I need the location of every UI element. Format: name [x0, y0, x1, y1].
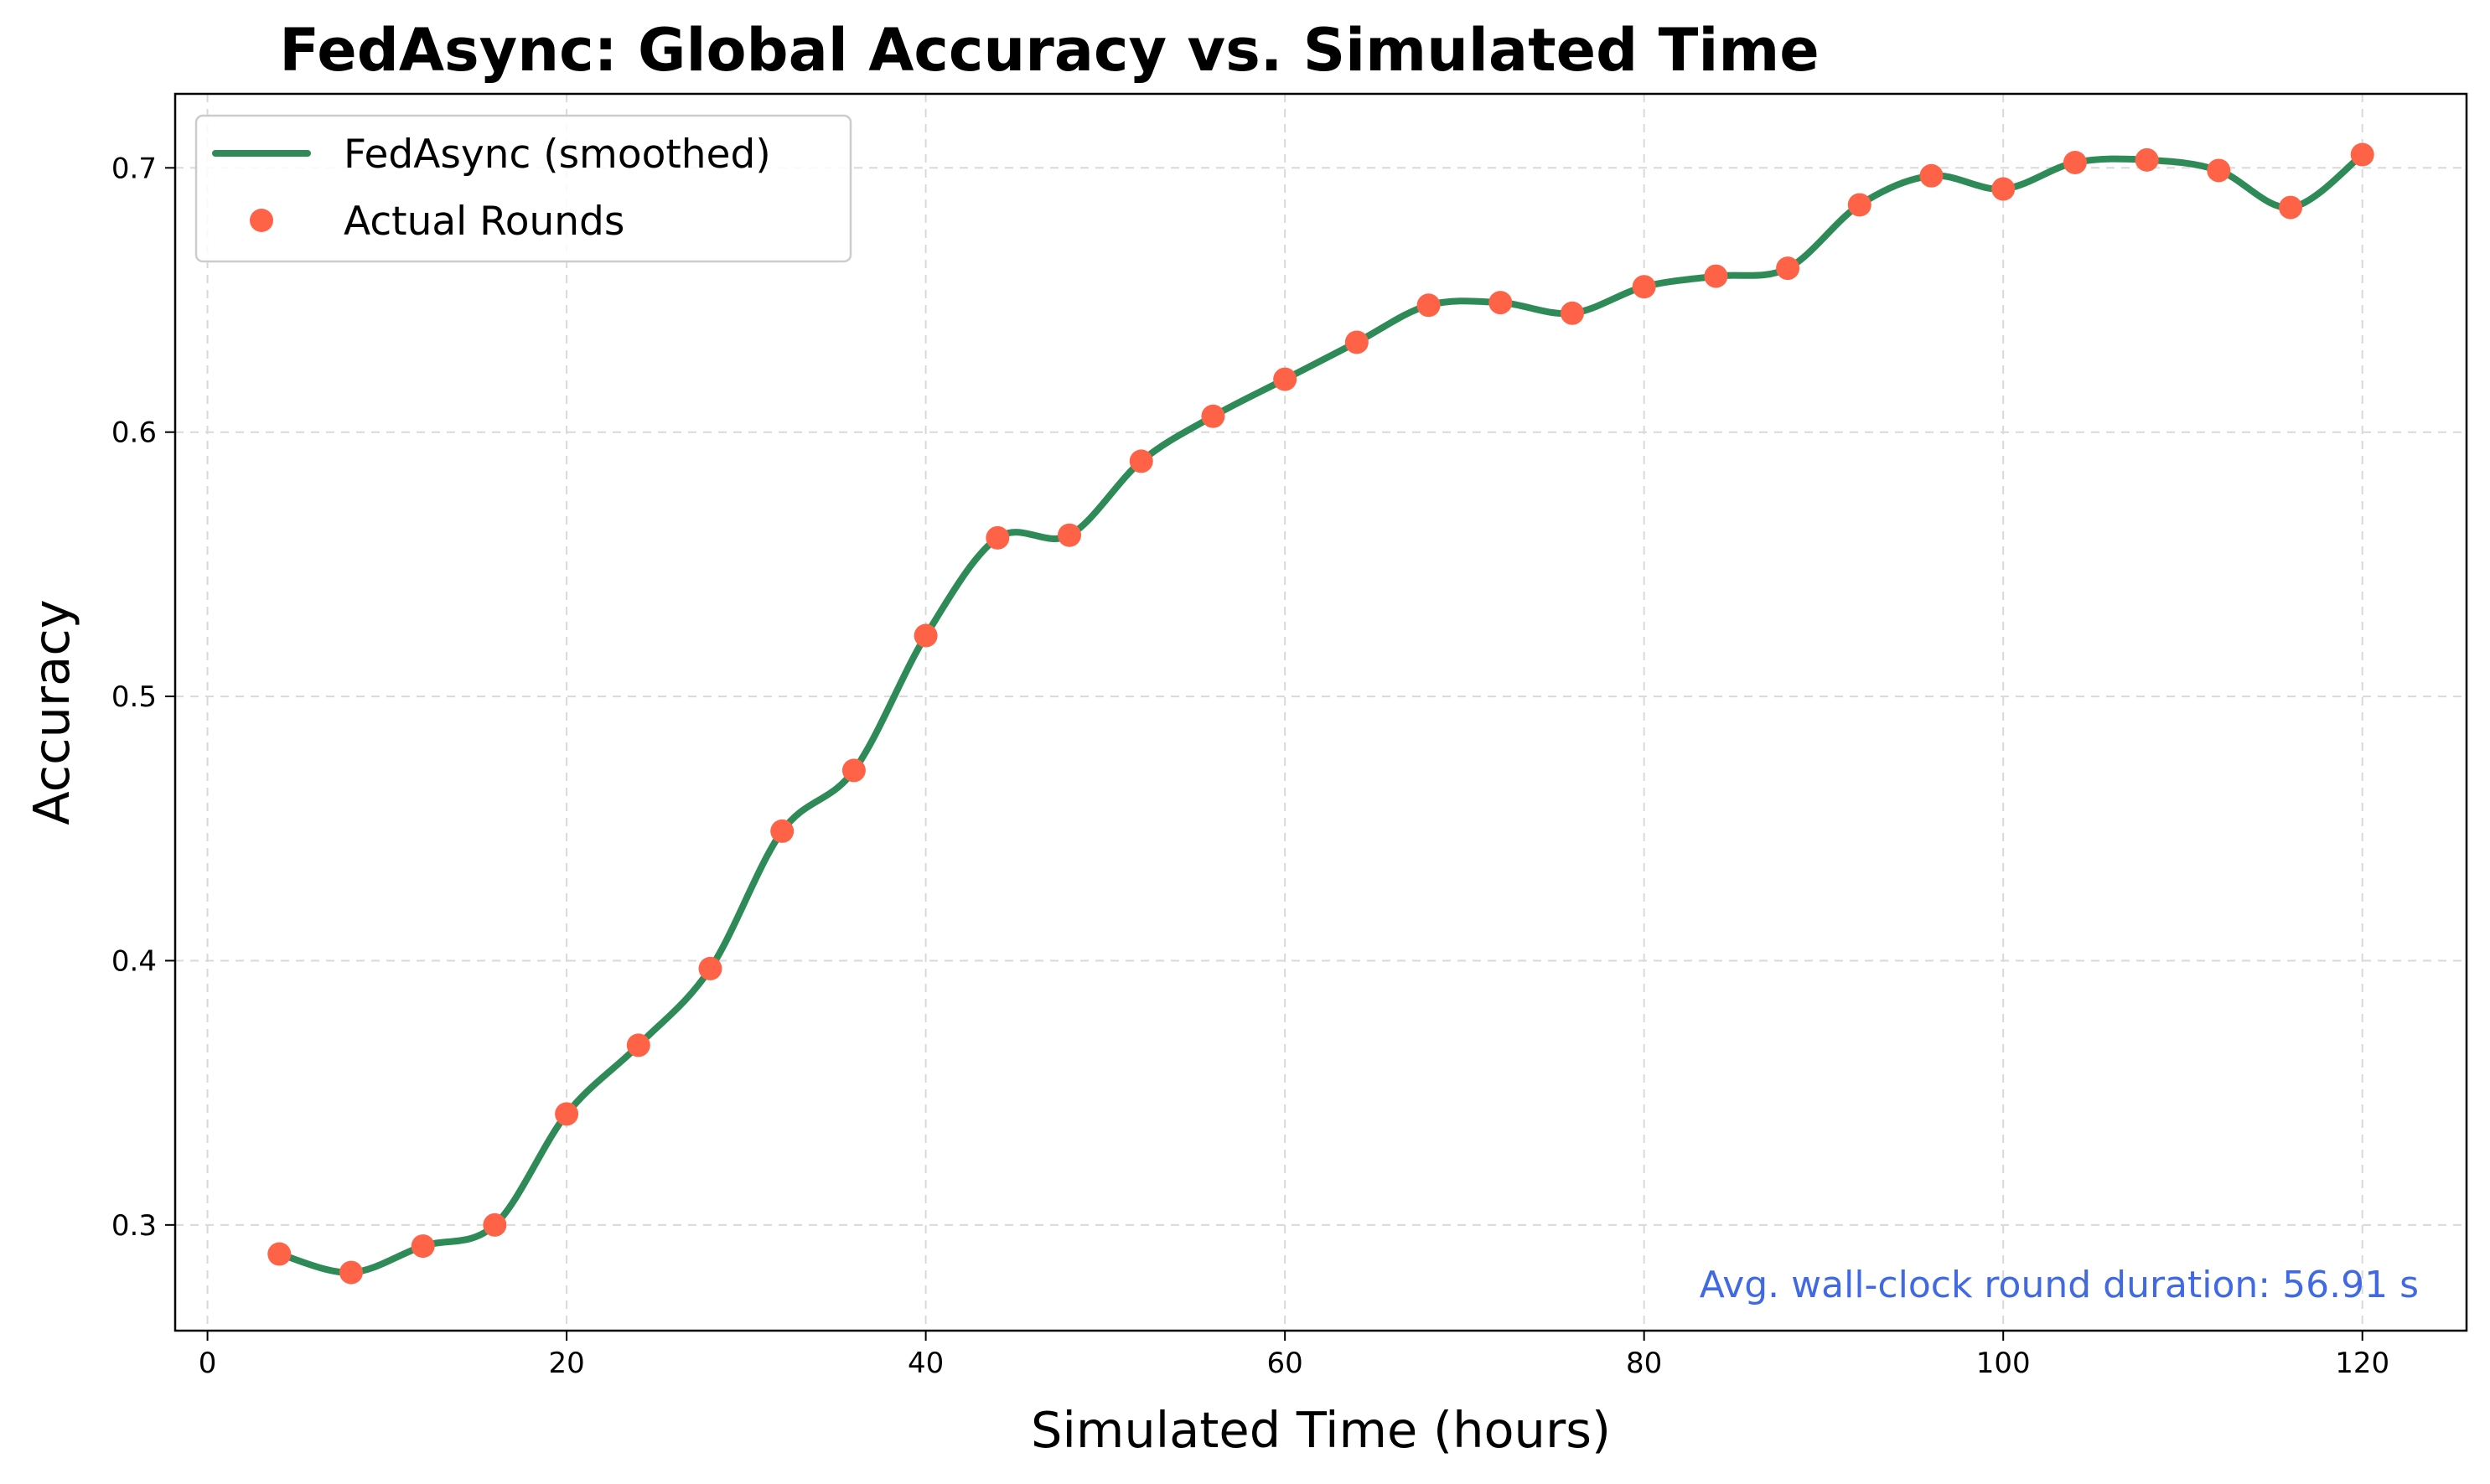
data-point-round-17 [1416, 293, 1441, 318]
data-point-round-18 [1488, 291, 1513, 315]
data-point-round-7 [698, 956, 722, 980]
y-tick-label: 0.6 [111, 416, 157, 450]
data-point-round-5 [555, 1102, 579, 1126]
data-point-round-24 [1919, 163, 1944, 188]
data-point-round-20 [1632, 275, 1656, 299]
data-point-round-15 [1273, 367, 1297, 391]
x-tick-label: 100 [1976, 1347, 2031, 1380]
data-point-round-12 [1058, 523, 1082, 547]
data-point-round-29 [2279, 195, 2303, 220]
y-tick-label: 0.4 [111, 944, 157, 978]
legend-label-actual-rounds: Actual Rounds [344, 199, 624, 245]
data-point-round-25 [1991, 177, 2016, 201]
annotation-round-duration: Avg. wall-clock round duration: 56.91 s [1700, 1264, 2419, 1306]
x-axis-label: Simulated Time (hours) [1031, 1401, 1611, 1459]
data-point-round-22 [1776, 256, 1800, 281]
y-tick-label: 0.3 [111, 1209, 157, 1243]
data-point-round-26 [2063, 151, 2087, 174]
data-point-round-6 [626, 1033, 650, 1057]
x-tick-label: 80 [1626, 1347, 1662, 1380]
data-point-round-23 [1847, 193, 1871, 217]
series-points-actual-rounds [267, 142, 2374, 1285]
x-tick-label: 120 [2335, 1347, 2389, 1380]
legend-box [194, 114, 852, 263]
data-point-round-27 [2135, 147, 2159, 172]
legend: FedAsync (smoothed) Actual Rounds [194, 114, 852, 263]
data-point-round-1 [267, 1242, 292, 1266]
data-point-round-21 [1704, 264, 1728, 288]
legend-label-fedasync-smoothed: FedAsync (smoothed) [344, 132, 771, 178]
data-point-round-14 [1201, 404, 1225, 428]
x-tick-label: 40 [908, 1347, 944, 1380]
data-point-round-10 [914, 623, 938, 648]
y-tick-label: 0.7 [111, 152, 157, 185]
grid-lines [175, 94, 2467, 1331]
data-point-round-9 [841, 758, 866, 783]
data-point-round-16 [1344, 330, 1369, 354]
chart-title: FedAsync: Global Accuracy vs. Simulated … [279, 16, 1819, 85]
data-point-round-30 [2350, 142, 2374, 167]
y-axis-ticks: 0.3 0.4 0.5 0.6 0.7 [111, 152, 175, 1243]
x-axis-ticks: 0 20 40 60 80 100 120 [199, 1331, 2389, 1380]
data-point-round-11 [986, 525, 1010, 550]
x-tick-label: 60 [1267, 1347, 1303, 1380]
y-axis-label: Accuracy [23, 599, 80, 825]
y-tick-label: 0.5 [111, 680, 157, 714]
series-line-fedasync-smoothed [276, 151, 2366, 1276]
plot-frame [173, 92, 2468, 1332]
legend-swatch-point [250, 209, 273, 232]
data-point-round-2 [339, 1260, 363, 1285]
data-point-round-28 [2207, 158, 2231, 183]
data-point-round-19 [1560, 301, 1584, 325]
series-layer [267, 142, 2374, 1285]
x-tick-label: 20 [548, 1347, 584, 1380]
data-point-round-3 [411, 1234, 435, 1259]
data-point-round-8 [770, 819, 795, 843]
data-point-round-13 [1129, 449, 1153, 473]
data-point-round-4 [483, 1213, 507, 1237]
x-tick-label: 0 [199, 1347, 217, 1380]
